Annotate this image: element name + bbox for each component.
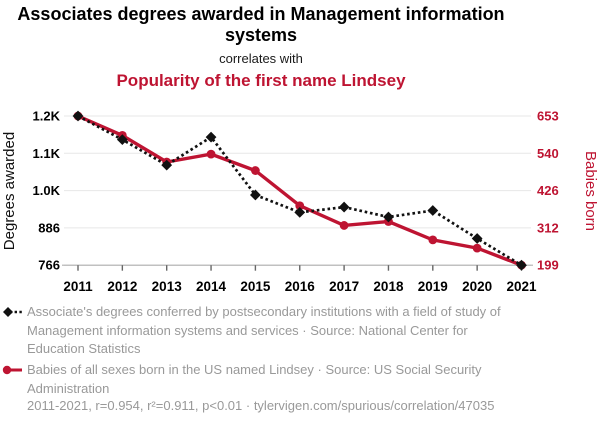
diamond-point-marker — [72, 110, 84, 122]
legend-item-degrees: Associate's degrees conferred by postsec… — [2, 303, 507, 359]
circle-point-marker — [295, 201, 305, 211]
left-tick-label: 886 — [38, 220, 60, 235]
left-tick-label: 1.2K — [33, 109, 61, 124]
x-tick-label: 2018 — [373, 279, 404, 294]
diamond-point-marker — [427, 205, 439, 216]
left-tick-label: 1.1K — [33, 146, 61, 161]
x-tick-label: 2017 — [329, 279, 359, 294]
diamond-point-marker — [338, 201, 350, 213]
x-tick-label: 2019 — [418, 279, 448, 294]
right-tick-label: 312 — [537, 220, 559, 235]
right-tick-label: 199 — [537, 258, 559, 273]
series-line — [77, 114, 523, 267]
right-axis-title: Babies born — [582, 151, 599, 231]
x-tick-label: 2014 — [196, 279, 227, 294]
circle-point-marker — [206, 149, 216, 159]
right-tick-label: 653 — [537, 109, 559, 124]
x-tick-label: 2013 — [152, 279, 183, 294]
diamond-point-marker — [250, 189, 261, 201]
diamond-point-marker — [161, 159, 173, 171]
x-tick-label: 2021 — [506, 279, 537, 294]
right-tick-label: 540 — [537, 146, 559, 161]
x-tick-label: 2015 — [240, 279, 271, 294]
chart-title: Associates degrees awarded in Management… — [17, 4, 505, 45]
left-tick-label: 1.0K — [33, 183, 61, 198]
diamond-point-marker — [383, 211, 394, 223]
line-chart-canvas: 2011 2012 2013 2014 2015 2016 2017 2018 2019 2020… — [1, 109, 599, 295]
left-tick-label: 766 — [38, 258, 60, 273]
correlates-with-label: correlates with — [219, 51, 303, 66]
x-tick-label: 2012 — [107, 279, 137, 294]
figure-header: Associates degrees awarded in Management… — [1, 0, 521, 92]
red-circle-marker-icon — [2, 365, 22, 375]
chart-subtitle: Popularity of the first name Lindsey — [116, 71, 406, 90]
legend-label-lindsey: Babies of all sexes born in the US named… — [27, 362, 482, 396]
legend-item-lindsey: Babies of all sexes born in the US named… — [2, 361, 507, 398]
circle-point-marker — [428, 235, 438, 245]
black-diamond-marker-icon — [3, 307, 22, 317]
x-tick-label: 2020 — [462, 279, 492, 294]
left-axis-title: Degrees awarded — [1, 132, 18, 250]
x-tick-label: 2011 — [63, 279, 93, 294]
stats-and-source-line: 2011-2021, r=0.954, r²=0.911, p<0.01 · t… — [27, 398, 495, 413]
legend-label-degrees: Associate's degrees conferred by postsec… — [27, 304, 501, 356]
x-tick-label: 2016 — [285, 279, 316, 294]
right-tick-label: 426 — [537, 183, 559, 198]
diamond-point-marker — [516, 259, 527, 271]
circle-point-marker — [472, 243, 482, 253]
circle-point-marker — [339, 221, 349, 230]
diamond-point-marker — [471, 233, 483, 244]
diamond-point-marker — [294, 206, 306, 218]
circle-point-marker — [251, 166, 260, 175]
